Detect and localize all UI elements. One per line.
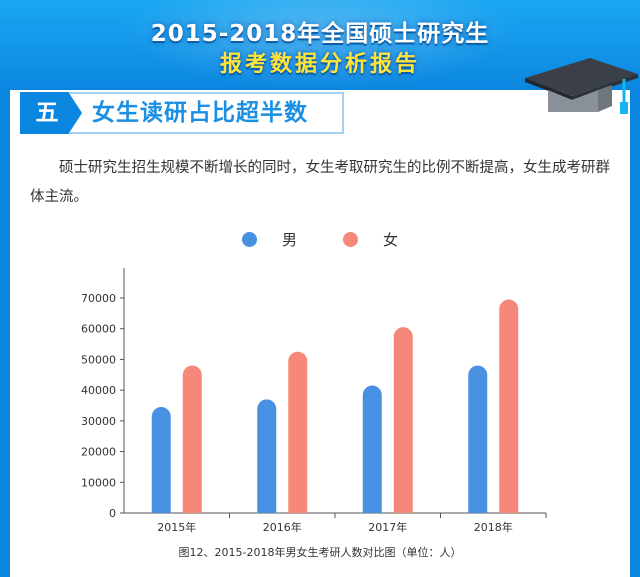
content-panel: [10, 90, 630, 577]
right-frame: [630, 90, 640, 577]
x-tick-label: 2016年: [263, 520, 302, 534]
section-number: 五: [35, 100, 59, 126]
bar-male: [151, 407, 171, 513]
chart-caption: 图12、2015-2018年男女生考研人数对比图（单位：人）: [178, 546, 462, 559]
y-tick-label: 20000: [81, 446, 116, 459]
header-glow: [120, 0, 520, 90]
graduation-cap-icon: [525, 58, 638, 114]
y-tick-label: 0: [109, 507, 116, 520]
report-title-line1: 2015-2018年全国硕士研究生: [150, 21, 490, 47]
legend-swatch: [242, 232, 257, 247]
bar-male: [362, 385, 382, 513]
legend-label: 男: [282, 231, 298, 249]
report-title-line2: 报考数据分析报告: [219, 52, 420, 77]
bar-female: [499, 299, 519, 513]
bar-chart: 0 10000 20000 30000 40000 50000 60000 70000 2015…: [81, 268, 547, 534]
x-tick-label: 2017年: [368, 520, 407, 534]
header-banner: 2015-2018年全国硕士研究生 报考数据分析报告: [0, 0, 640, 90]
y-tick-label: 60000: [81, 323, 116, 336]
x-tick-label: 2018年: [474, 520, 513, 534]
y-tick-label: 50000: [81, 353, 116, 366]
section-number-badge: [20, 92, 82, 134]
bar-male: [468, 365, 488, 513]
left-frame: [0, 90, 10, 577]
y-tick-label: 70000: [81, 292, 116, 305]
y-tick-label: 30000: [81, 415, 116, 428]
y-tick-label: 10000: [81, 476, 116, 489]
section-title: 女生读研占比超半数: [92, 100, 308, 126]
bar-female: [393, 327, 413, 513]
bar-female: [182, 365, 202, 513]
legend-label: 女: [383, 231, 399, 249]
x-tick-label: 2015年: [157, 520, 196, 534]
y-tick-label: 40000: [81, 384, 116, 397]
bar-female: [288, 351, 308, 513]
legend-swatch: [343, 232, 358, 247]
intro-paragraph: 硕士研究生招生规模不断增长的同时，女生考取研究生的比例不断提高，女生成考研群体主…: [30, 160, 610, 205]
bar-male: [257, 399, 277, 513]
